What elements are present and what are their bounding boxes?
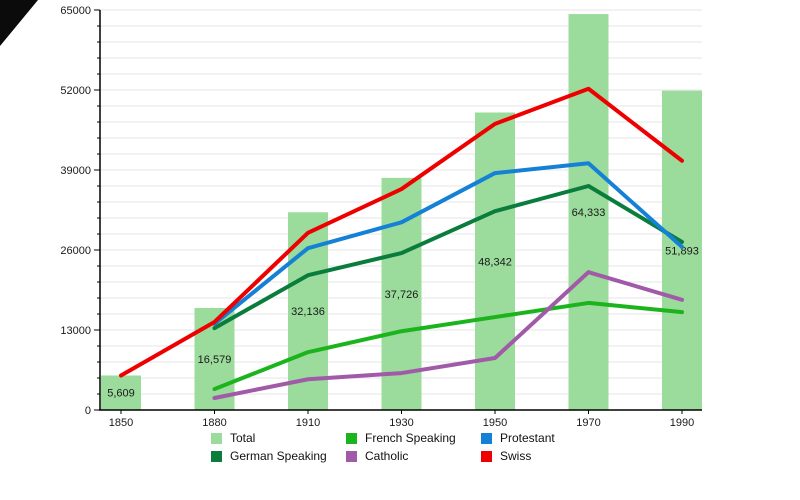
legend-swatch-french-speaking bbox=[346, 432, 357, 444]
x-axis-label: 1880 bbox=[202, 417, 226, 429]
legend-label-french-speaking: French Speaking bbox=[365, 431, 456, 445]
legend-item-french-speaking: French Speaking bbox=[346, 432, 481, 444]
legend-swatch-protestant bbox=[481, 432, 492, 444]
legend-label-catholic: Catholic bbox=[365, 449, 409, 463]
x-axis-label: 1850 bbox=[109, 417, 133, 429]
x-axis-label: 1990 bbox=[670, 417, 694, 429]
legend-swatch-swiss bbox=[481, 450, 492, 462]
bar-value-label: 32,136 bbox=[291, 306, 325, 318]
x-axis-label: 1950 bbox=[483, 417, 507, 429]
y-axis-label: 65000 bbox=[60, 5, 91, 17]
bar-value-label: 16,579 bbox=[198, 354, 232, 366]
legend-item-total: Total bbox=[211, 432, 346, 444]
y-axis-label: 0 bbox=[85, 405, 91, 417]
x-axis-label: 1970 bbox=[576, 417, 600, 429]
y-axis-label: 52000 bbox=[60, 85, 91, 97]
bar-value-label: 5,609 bbox=[107, 388, 135, 400]
legend-item-protestant: Protestant bbox=[481, 432, 616, 444]
series-line-catholic bbox=[212, 270, 684, 400]
chart-legend: Total French Speaking Protestant German … bbox=[211, 429, 616, 465]
legend-item-catholic: Catholic bbox=[346, 450, 481, 462]
legend-label-german-speaking: German Speaking bbox=[230, 449, 327, 463]
series-line-protestant bbox=[212, 161, 684, 326]
series-line-french-speaking bbox=[212, 300, 684, 392]
legend-swatch-total bbox=[211, 432, 222, 444]
legend-item-swiss: Swiss bbox=[481, 450, 616, 462]
total-bar bbox=[101, 375, 141, 410]
x-axis-label: 1910 bbox=[296, 417, 320, 429]
x-axis-label: 1930 bbox=[389, 417, 413, 429]
bar-value-label: 37,726 bbox=[385, 289, 419, 301]
series-line-swiss bbox=[119, 86, 684, 378]
series-line-german-speaking bbox=[212, 184, 684, 331]
bar-value-label: 51,893 bbox=[665, 245, 699, 257]
legend-swatch-catholic bbox=[346, 450, 357, 462]
legend-swatch-german-speaking bbox=[211, 450, 222, 462]
legend-label-protestant: Protestant bbox=[500, 431, 555, 445]
y-axis-label: 26000 bbox=[60, 245, 91, 257]
bar-value-label: 48,342 bbox=[478, 256, 512, 268]
legend-item-german-speaking: German Speaking bbox=[211, 450, 346, 462]
bar-value-label: 64,333 bbox=[572, 207, 606, 219]
y-axis-label: 13000 bbox=[60, 325, 91, 337]
y-axis-label: 39000 bbox=[60, 165, 91, 177]
total-bar bbox=[662, 90, 702, 411]
legend-label-total: Total bbox=[230, 431, 256, 445]
legend-label-swiss: Swiss bbox=[500, 449, 532, 463]
total-bar bbox=[568, 14, 609, 411]
